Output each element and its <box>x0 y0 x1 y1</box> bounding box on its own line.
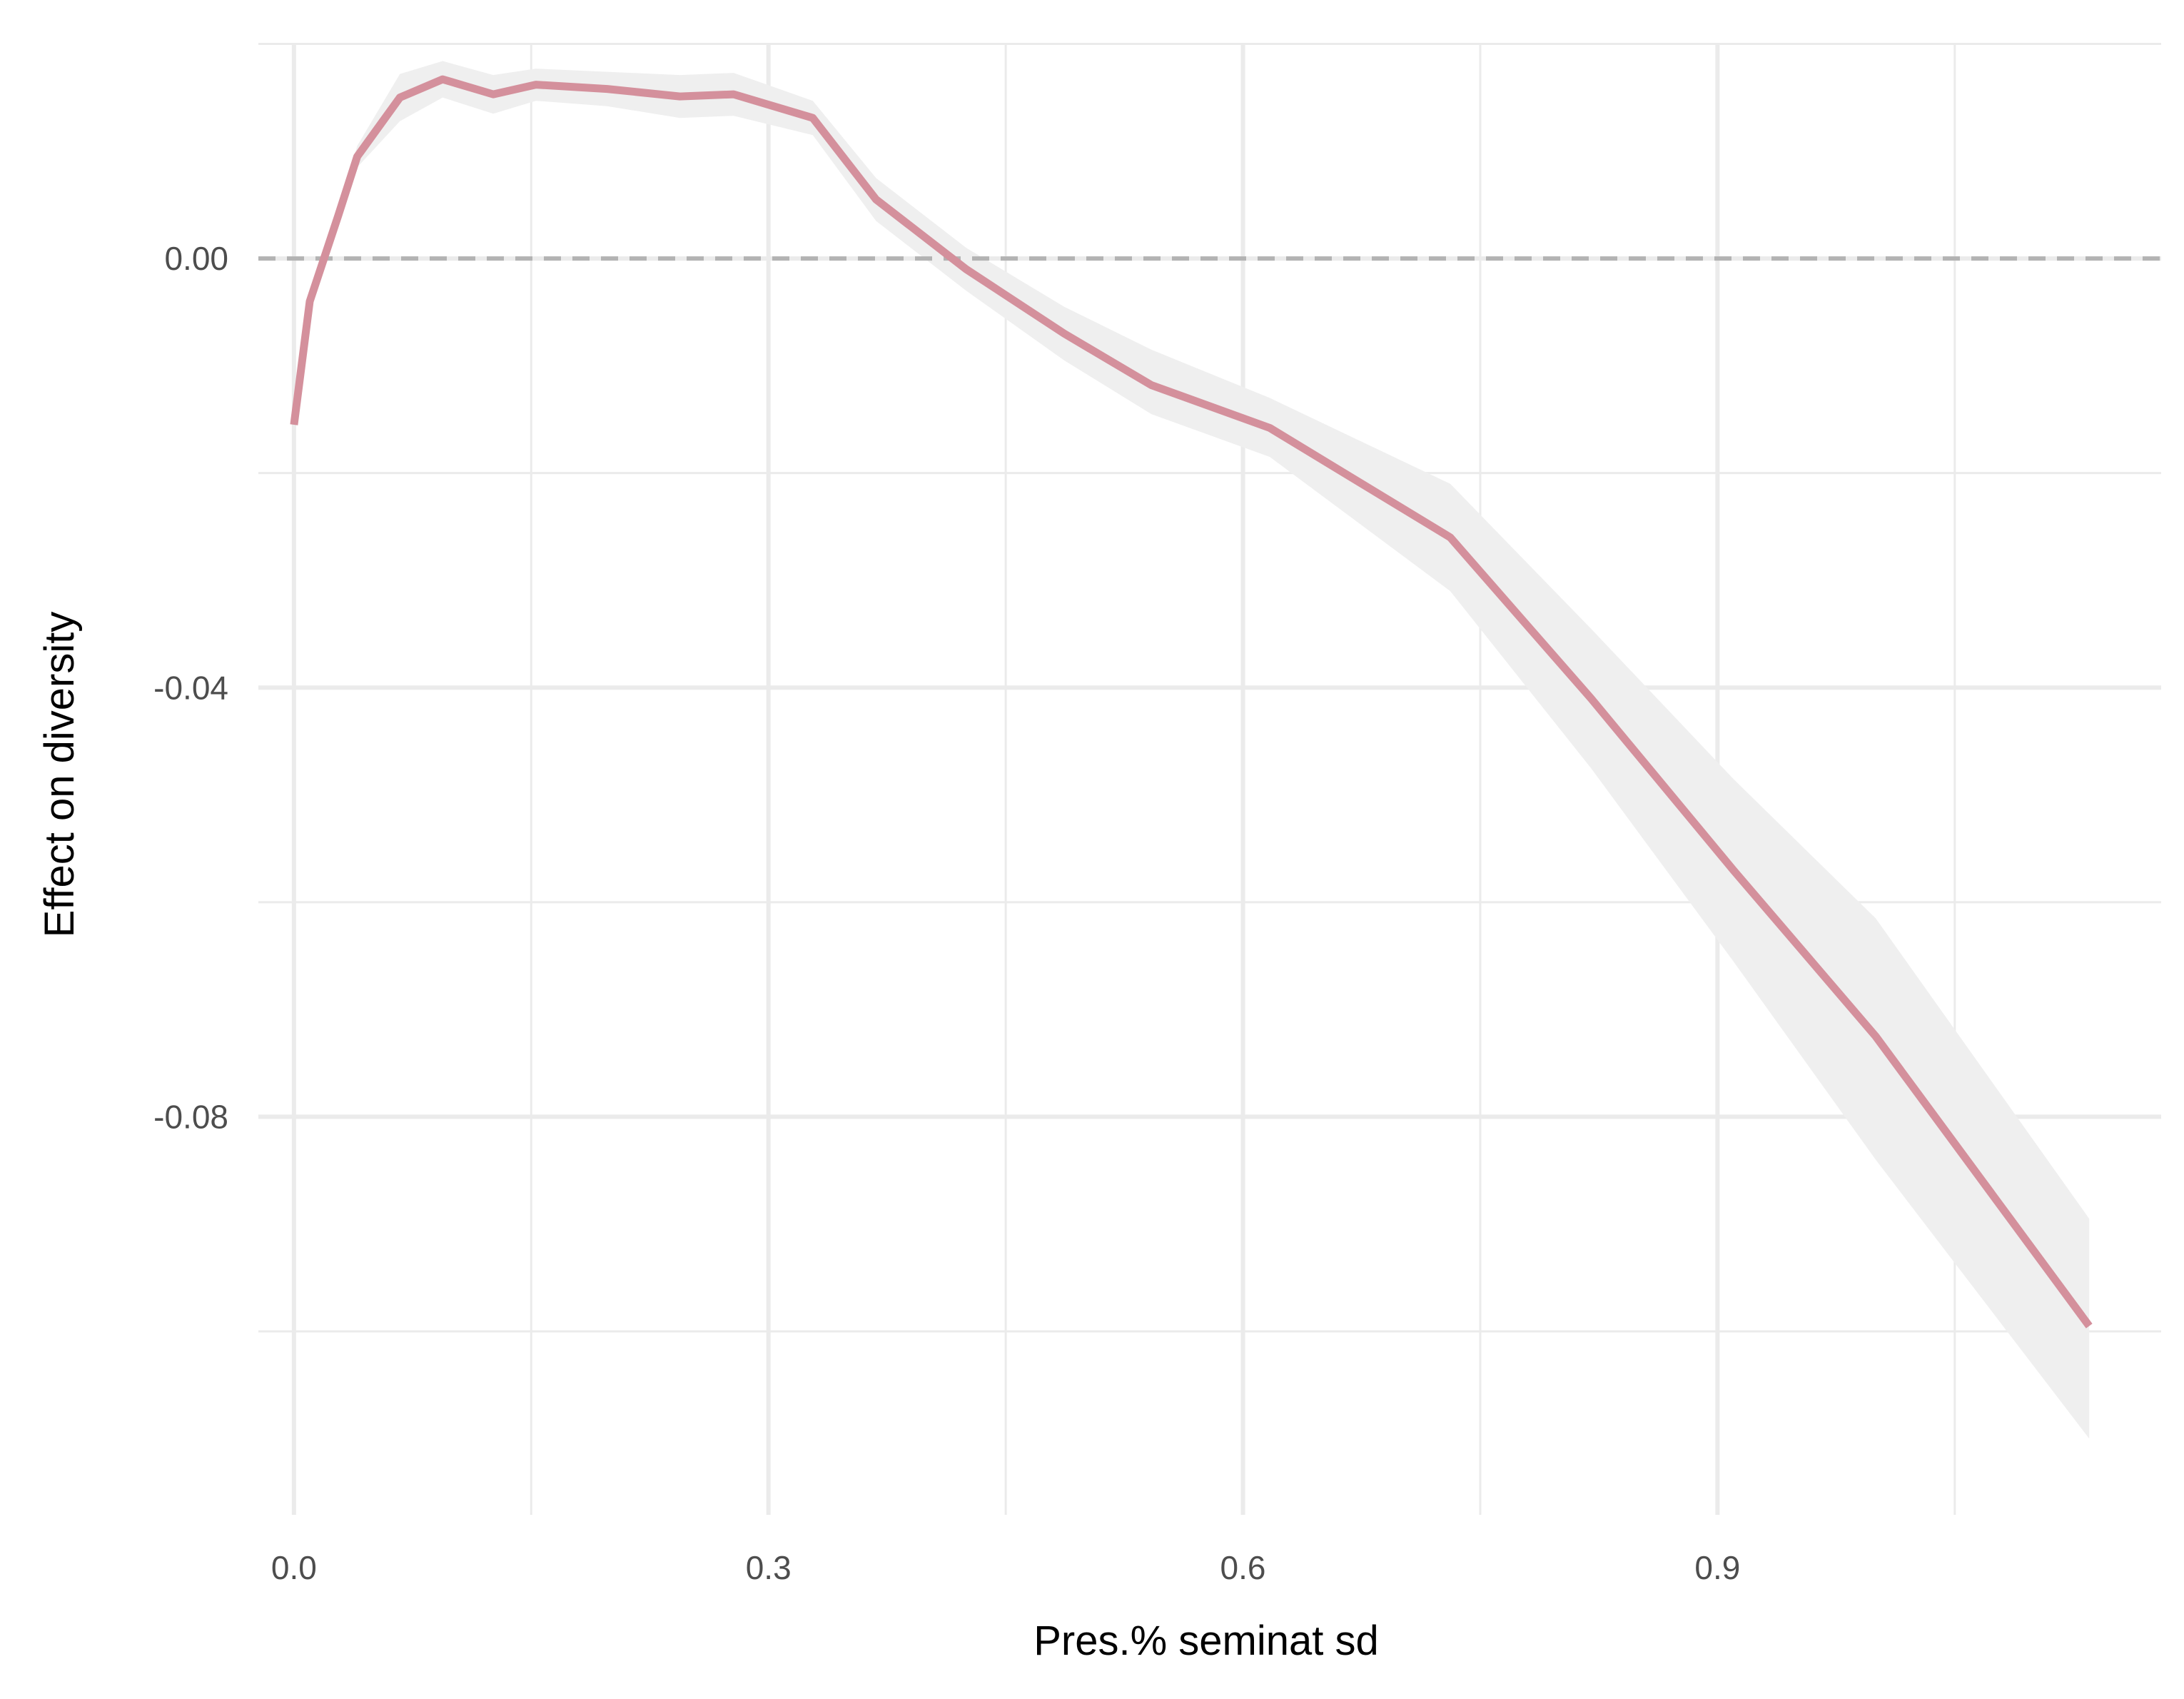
x-tick-label: 0.0 <box>271 1549 317 1586</box>
x-tick-label: 0.9 <box>1694 1549 1740 1586</box>
y-tick-label: -0.08 <box>153 1098 228 1135</box>
y-tick-label: 0.00 <box>164 240 228 277</box>
x-axis-title: Pres.% seminat sd <box>1033 1618 1379 1664</box>
x-tick-label: 0.6 <box>1220 1549 1266 1586</box>
series-line-layer <box>290 75 2093 1329</box>
confidence-band <box>293 61 2090 1439</box>
minor-gridlines <box>258 43 2161 1515</box>
confidence-band-layer <box>293 61 2090 1439</box>
y-tick-label: -0.04 <box>153 669 228 706</box>
series-line <box>290 75 2093 1329</box>
y-tick-labels: 0.00 -0.04 -0.08 <box>153 240 228 1135</box>
x-tick-label: 0.3 <box>746 1549 792 1586</box>
x-tick-labels: 0.0 0.3 0.6 0.9 <box>271 1549 1740 1586</box>
major-gridlines <box>258 43 2161 1515</box>
y-axis-title: Effect on diversity <box>36 612 83 938</box>
